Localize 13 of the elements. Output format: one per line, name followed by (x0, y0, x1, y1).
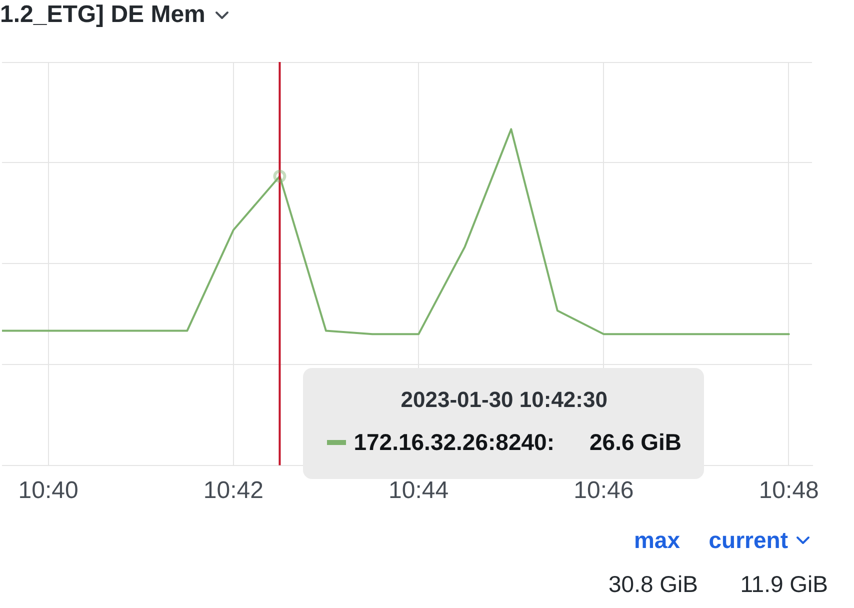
text: current (708, 526, 788, 555)
annotation: 26.6 GiB (588, 428, 682, 456)
x-tick-label: 10:44 (388, 477, 449, 504)
annotation: 2023-01-30 10:42:30 (400, 386, 608, 414)
x-tick-label: 10:48 (758, 477, 819, 504)
text: 30.8 GiB (608, 570, 698, 599)
legend-label: 172.16.32.26:8240: (354, 428, 554, 456)
text: 11.9 GiB (740, 570, 828, 599)
x-tick-label: 10:42 (203, 477, 264, 504)
chart-title: 1.2_ETG] DE Mem (0, 0, 206, 30)
x-tick-label: 10:46 (574, 477, 634, 504)
x-tick-label: 10:40 (18, 477, 78, 504)
text: max (634, 526, 680, 555)
